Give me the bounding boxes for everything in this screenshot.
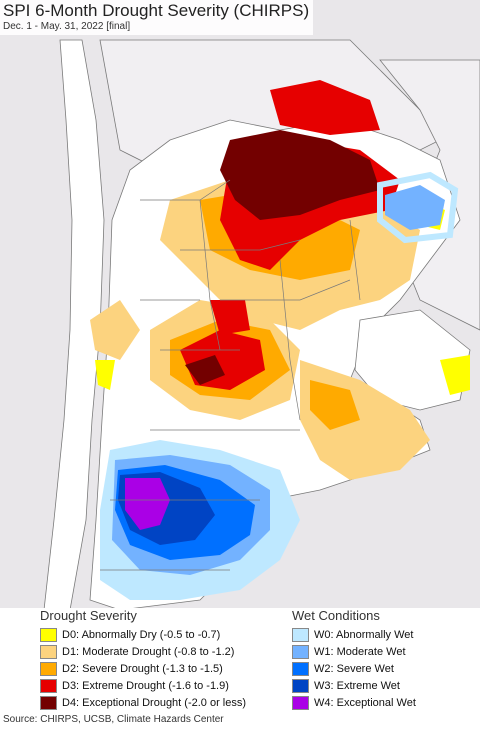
chile-landmass: [43, 39, 105, 610]
uruguay-landmass: [354, 309, 471, 411]
wet-legend-swatch: [292, 696, 309, 710]
wet-legend-heading: Wet Conditions: [292, 608, 380, 623]
wet-legend-swatch: [292, 628, 309, 642]
drought-legend-item: D0: Abnormally Dry (-0.5 to -0.7): [40, 627, 246, 643]
wet-legend-label: W3: Extreme Wet: [314, 680, 400, 692]
drought-legend: Drought Severity D0: Abnormally Dry (-0.…: [40, 608, 246, 712]
drought-legend-swatch: [40, 628, 57, 642]
w4-patch-south: [125, 478, 170, 530]
drought-legend-item: D4: Exceptional Drought (-2.0 or less): [40, 695, 246, 711]
map-canvas: [43, 39, 480, 610]
drought-legend-swatch: [40, 679, 57, 693]
wet-legend-label: W4: Exceptional Wet: [314, 697, 416, 709]
d3-patch-top: [270, 80, 380, 135]
wet-legend-label: W2: Severe Wet: [314, 663, 394, 675]
drought-legend-item: D2: Severe Drought (-1.3 to -1.5): [40, 661, 246, 677]
drought-legend-label: D1: Moderate Drought (-0.8 to -1.2): [62, 646, 235, 658]
wet-legend-swatch: [292, 662, 309, 676]
d1-patch-west: [90, 300, 140, 360]
wet-legend-item: W1: Moderate Wet: [292, 644, 416, 660]
drought-legend-heading: Drought Severity: [40, 608, 137, 623]
drought-legend-label: D4: Exceptional Drought (-2.0 or less): [62, 697, 247, 709]
d0-patch-east: [440, 355, 470, 395]
d4-patch-north: [220, 130, 380, 220]
legend-panel: Drought Severity D0: Abnormally Dry (-0.…: [0, 608, 480, 712]
wet-legend-item: W2: Severe Wet: [292, 661, 416, 677]
drought-legend-swatch: [40, 645, 57, 659]
wet-legend-swatch: [292, 645, 309, 659]
wet-legend-items: W0: Abnormally Wet W1: Moderate Wet W2: Se…: [292, 627, 416, 711]
drought-legend-item: D1: Moderate Drought (-0.8 to -1.2): [40, 644, 246, 660]
d0-patch-west: [95, 360, 115, 390]
map-subtitle: Dec. 1 - May. 31, 2022 [final]: [3, 21, 131, 32]
drought-legend-swatch: [40, 696, 57, 710]
wet-legend-item: W0: Abnormally Wet: [292, 627, 416, 643]
drought-legend-label: D3: Extreme Drought (-1.6 to -1.9): [62, 680, 229, 692]
w1-patch-northeast: [385, 185, 445, 230]
d4-patch-center: [185, 355, 225, 385]
wet-legend-swatch: [292, 679, 309, 693]
d3-patch-mid: [210, 300, 250, 335]
wet-legend-label: W0: Abnormally Wet: [314, 629, 414, 641]
wet-legend-label: W1: Moderate Wet: [314, 646, 406, 658]
drought-legend-label: D2: Severe Drought (-1.3 to -1.5): [62, 663, 223, 675]
wet-legend-item: W3: Extreme Wet: [292, 678, 416, 694]
drought-legend-swatch: [40, 662, 57, 676]
drought-legend-label: D0: Abnormally Dry (-0.5 to -0.7): [62, 629, 221, 641]
map-title: SPI 6-Month Drought Severity (CHIRPS): [3, 1, 310, 20]
drought-map: SPI 6-Month Drought Severity (CHIRPS) De…: [0, 0, 480, 610]
drought-legend-items: D0: Abnormally Dry (-0.5 to -0.7) D1: Mod…: [40, 627, 246, 711]
title-box: SPI 6-Month Drought Severity (CHIRPS) De…: [0, 0, 314, 35]
wet-legend-item: W4: Exceptional Wet: [292, 695, 416, 711]
province-borders: [100, 179, 361, 571]
wet-legend: Wet Conditions W0: Abnormally Wet W1: Mod…: [292, 608, 416, 712]
drought-legend-item: D3: Extreme Drought (-1.6 to -1.9): [40, 678, 246, 694]
w0-patch-northeast: [377, 171, 459, 244]
source-credit: Source: CHIRPS, UCSB, Climate Hazards Ce…: [3, 714, 224, 725]
d2-patch-east: [310, 380, 360, 430]
